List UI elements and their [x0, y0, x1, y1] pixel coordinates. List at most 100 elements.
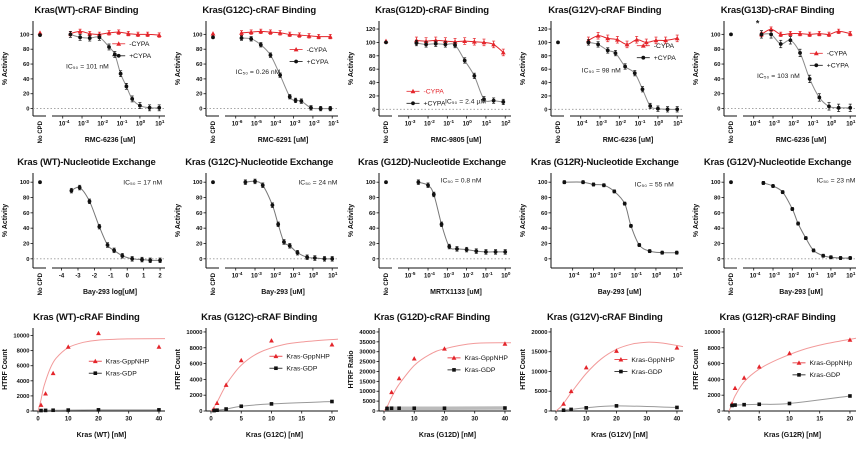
panel-kras-g12d-craf-binding: Kras(G12D)-cRAF Binding No CPD 0 20 40 60 80 1…: [346, 2, 519, 154]
svg-text:0: 0: [545, 107, 548, 113]
svg-text:HTRF Count: HTRF Count: [693, 348, 700, 389]
svg-text:-3: -3: [75, 274, 81, 280]
svg-text:-CYPA: -CYPA: [827, 51, 848, 58]
svg-text:20: 20: [714, 241, 720, 247]
svg-text:60: 60: [23, 211, 29, 217]
svg-text:20: 20: [369, 94, 375, 100]
svg-text:10-2: 10-2: [462, 271, 473, 279]
svg-text:20: 20: [95, 417, 102, 423]
svg-text:100: 100: [309, 271, 319, 279]
chart-canvas: No CPD 0 20 40 60 80 100 10-4 10-3 10-2 10-1 100 101…: [691, 168, 863, 298]
chart-title: Kras (G12R)-Nucleotide Exchange: [530, 157, 679, 168]
svg-text:0: 0: [126, 274, 130, 280]
svg-text:Bay-293 [uM]: Bay-293 [uM]: [779, 289, 823, 296]
svg-text:80: 80: [196, 196, 202, 202]
panel-kras-g12c-craf-binding: Kras(G12C)-cRAF Binding No CPD 0 20 40 60 80 1…: [173, 2, 346, 154]
svg-text:20000: 20000: [532, 330, 548, 336]
svg-text:10-2: 10-2: [789, 271, 800, 279]
svg-text:% Activity: % Activity: [520, 52, 527, 85]
svg-text:Bay-293 log[uM]: Bay-293 log[uM]: [83, 289, 137, 296]
svg-text:10-4: 10-4: [232, 271, 243, 279]
svg-text:6000: 6000: [708, 362, 721, 368]
svg-text:10-2: 10-2: [789, 119, 800, 127]
svg-text:No CPD: No CPD: [384, 272, 390, 295]
svg-text:60: 60: [369, 67, 375, 73]
svg-text:100: 100: [20, 32, 30, 38]
svg-text:Kras (G12V) [nM]: Kras (G12V) [nM]: [591, 432, 648, 439]
svg-text:101: 101: [674, 119, 684, 127]
svg-text:% Activity: % Activity: [348, 52, 355, 85]
svg-text:0: 0: [545, 257, 548, 263]
panel-kras-g12v-craf-binding-htrf: Kras (G12V)-cRAF Binding 0 5000 10000 15000…: [518, 309, 691, 451]
svg-text:RMC-6291 [uM]: RMC-6291 [uM]: [258, 137, 309, 144]
svg-text:60: 60: [196, 211, 202, 217]
chart-canvas: No CPD 0 20 40 60 80 100 10-5 10-4 10-3 10-2 10-1 10…: [346, 168, 518, 298]
svg-text:101: 101: [482, 119, 492, 127]
svg-text:4000: 4000: [189, 377, 202, 383]
svg-text:10-3: 10-3: [289, 119, 300, 127]
svg-text:+CYPA: +CYPA: [129, 53, 151, 60]
svg-text:100: 100: [365, 180, 375, 186]
svg-text:40: 40: [23, 77, 29, 83]
chart-canvas: No CPD 0 20 40 60 80 100 10-4 10-3 10-2 10-1 100 101…: [691, 16, 863, 146]
svg-text:IC₅₀ = 2.4 µM: IC₅₀ = 2.4 µM: [445, 99, 486, 106]
svg-text:102: 102: [501, 119, 511, 127]
svg-text:30: 30: [644, 417, 651, 423]
svg-text:0: 0: [372, 107, 375, 113]
svg-text:100: 100: [193, 180, 203, 186]
chart-title: Kras(G13D)-cRAF Binding: [720, 5, 835, 16]
svg-text:10000: 10000: [13, 334, 29, 340]
chart-canvas: No CPD 0 20 40 60 80 100 120 10-3 10-2 10-1 100 101 1…: [346, 16, 518, 146]
svg-text:20: 20: [441, 417, 448, 423]
svg-text:0: 0: [717, 107, 720, 113]
svg-text:80: 80: [23, 47, 29, 53]
chart-title: Kras (G12C)-Nucleotide Exchange: [185, 157, 334, 168]
svg-text:40: 40: [541, 81, 547, 87]
svg-text:100: 100: [462, 119, 472, 127]
svg-text:10-5: 10-5: [404, 271, 415, 279]
svg-text:RMC-9805 [uM]: RMC-9805 [uM]: [430, 137, 481, 144]
svg-text:30: 30: [125, 417, 132, 423]
svg-text:10-1: 10-1: [632, 271, 643, 279]
svg-text:30000: 30000: [359, 350, 375, 356]
svg-text:0: 0: [382, 417, 386, 423]
svg-text:10-3: 10-3: [590, 271, 601, 279]
svg-text:10-5: 10-5: [251, 119, 262, 127]
panel-kras-g12r-craf-binding-htrf: Kras (G12R)-cRAF Binding 0 2000 4000 6000 80…: [691, 309, 864, 451]
svg-text:60: 60: [541, 67, 547, 73]
svg-text:10-3: 10-3: [78, 119, 89, 127]
chart-title: Kras (G12C)-cRAF Binding: [201, 312, 318, 323]
svg-text:10: 10: [786, 417, 793, 423]
svg-text:-CYPA: -CYPA: [306, 47, 327, 54]
svg-text:0: 0: [26, 257, 29, 263]
svg-text:10-1: 10-1: [328, 119, 339, 127]
svg-text:10-3: 10-3: [769, 271, 780, 279]
svg-text:RMC-6236 [uM]: RMC-6236 [uM]: [603, 137, 654, 144]
svg-text:5: 5: [758, 417, 762, 423]
svg-text:10-2: 10-2: [97, 119, 108, 127]
svg-text:15: 15: [817, 417, 824, 423]
svg-text:40: 40: [674, 417, 681, 423]
svg-text:HTRF Count: HTRF Count: [2, 348, 9, 389]
svg-text:10-3: 10-3: [404, 119, 415, 127]
svg-text:25000: 25000: [359, 360, 375, 366]
svg-text:60: 60: [541, 211, 547, 217]
svg-text:10-4: 10-4: [750, 119, 761, 127]
panel-kras-g12c-craf-binding-htrf: Kras (G12C)-cRAF Binding 0 2000 4000 6000 80…: [173, 309, 346, 451]
svg-text:-CYPA: -CYPA: [423, 89, 444, 96]
svg-text:Kras (G12C) [nM]: Kras (G12C) [nM]: [246, 432, 303, 439]
svg-text:10-4: 10-4: [59, 119, 70, 127]
svg-text:Kras-GDP: Kras-GDP: [810, 372, 841, 379]
svg-text:RMC-6236 [uM]: RMC-6236 [uM]: [85, 137, 136, 144]
svg-text:40: 40: [714, 77, 720, 83]
svg-text:10-1: 10-1: [635, 119, 646, 127]
svg-text:10: 10: [410, 417, 417, 423]
svg-text:8000: 8000: [189, 346, 202, 352]
svg-text:% Activity: % Activity: [2, 204, 9, 237]
chart-title: Kras (G12D)-Nucleotide Exchange: [358, 157, 506, 168]
svg-text:MRTX1133 [uM]: MRTX1133 [uM]: [430, 289, 482, 296]
svg-text:40: 40: [196, 226, 202, 232]
svg-text:No CPD: No CPD: [729, 272, 735, 295]
svg-text:IC₅₀ = 0.26 nM: IC₅₀ = 0.26 nM: [235, 69, 280, 76]
svg-text:% Activity: % Activity: [693, 52, 700, 85]
